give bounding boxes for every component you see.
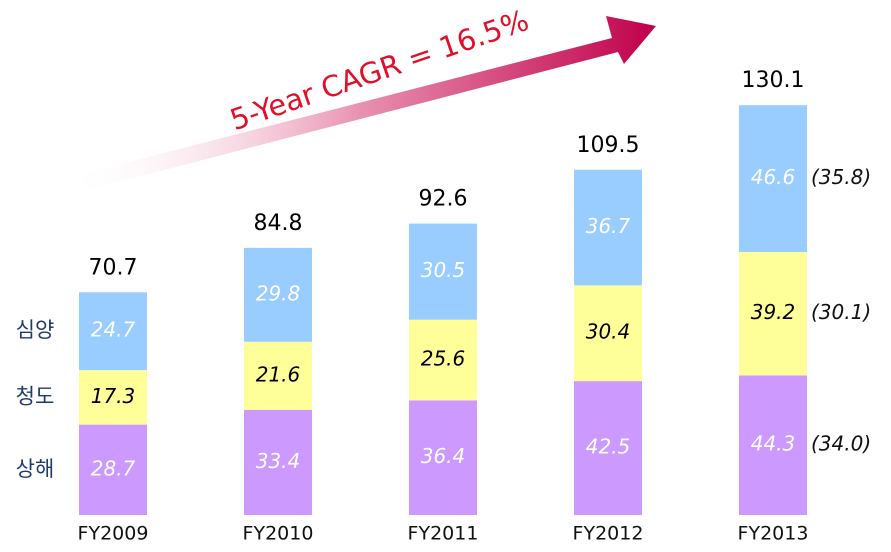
value-label: 42.5 <box>586 435 631 459</box>
value-label: 39.2 <box>751 300 796 324</box>
bar-segment <box>244 341 312 410</box>
value-label: 24.7 <box>91 318 136 342</box>
bar-segment <box>739 375 807 515</box>
value-label: 36.4 <box>421 444 466 468</box>
bar-segment <box>409 223 477 320</box>
bar-segment <box>79 370 147 425</box>
value-label: 36.7 <box>586 214 631 238</box>
cagr-arrow <box>66 16 656 194</box>
value-label: 29.8 <box>256 281 301 305</box>
bar-segment <box>244 247 312 342</box>
share-label: (30.1) <box>811 300 871 324</box>
bar-segment <box>574 285 642 382</box>
series-name: 심양 <box>16 318 55 342</box>
bar-segment <box>409 400 477 515</box>
value-label: 30.4 <box>586 320 631 344</box>
x-tick-label: FY2013 <box>738 523 809 545</box>
value-label: 30.5 <box>421 258 466 282</box>
value-label: 33.4 <box>256 449 301 473</box>
x-tick-label: FY2009 <box>78 523 149 545</box>
value-label: 25.6 <box>421 347 466 371</box>
total-label: 84.8 <box>254 211 303 236</box>
bar-segment <box>244 409 312 515</box>
value-label: 17.3 <box>91 384 136 408</box>
series-name: 상해 <box>16 457 55 481</box>
share-label: (35.8) <box>811 165 871 189</box>
value-label: 28.7 <box>91 456 136 480</box>
bar-segment <box>739 251 807 376</box>
bar-segment <box>574 169 642 286</box>
total-label: 130.1 <box>742 68 805 93</box>
value-label: 21.6 <box>256 362 301 386</box>
bar-segment <box>79 292 147 371</box>
total-label: 92.6 <box>419 187 468 212</box>
total-label: 70.7 <box>89 255 138 280</box>
share-label: (34.0) <box>811 432 871 456</box>
bar-segment <box>574 381 642 515</box>
bar-segment <box>739 105 807 252</box>
total-label: 109.5 <box>577 133 640 158</box>
x-tick-label: FY2012 <box>573 523 644 545</box>
bar-segment <box>79 424 147 515</box>
series-name: 청도 <box>16 384 55 408</box>
x-tick-label: FY2010 <box>243 523 314 545</box>
x-tick-label: FY2011 <box>408 523 479 545</box>
bar-segment <box>409 319 477 401</box>
value-label: 46.6 <box>751 165 796 189</box>
value-label: 44.3 <box>751 432 796 456</box>
